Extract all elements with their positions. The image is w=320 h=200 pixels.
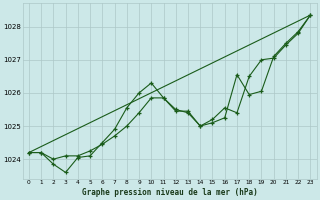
X-axis label: Graphe pression niveau de la mer (hPa): Graphe pression niveau de la mer (hPa) (82, 188, 258, 197)
